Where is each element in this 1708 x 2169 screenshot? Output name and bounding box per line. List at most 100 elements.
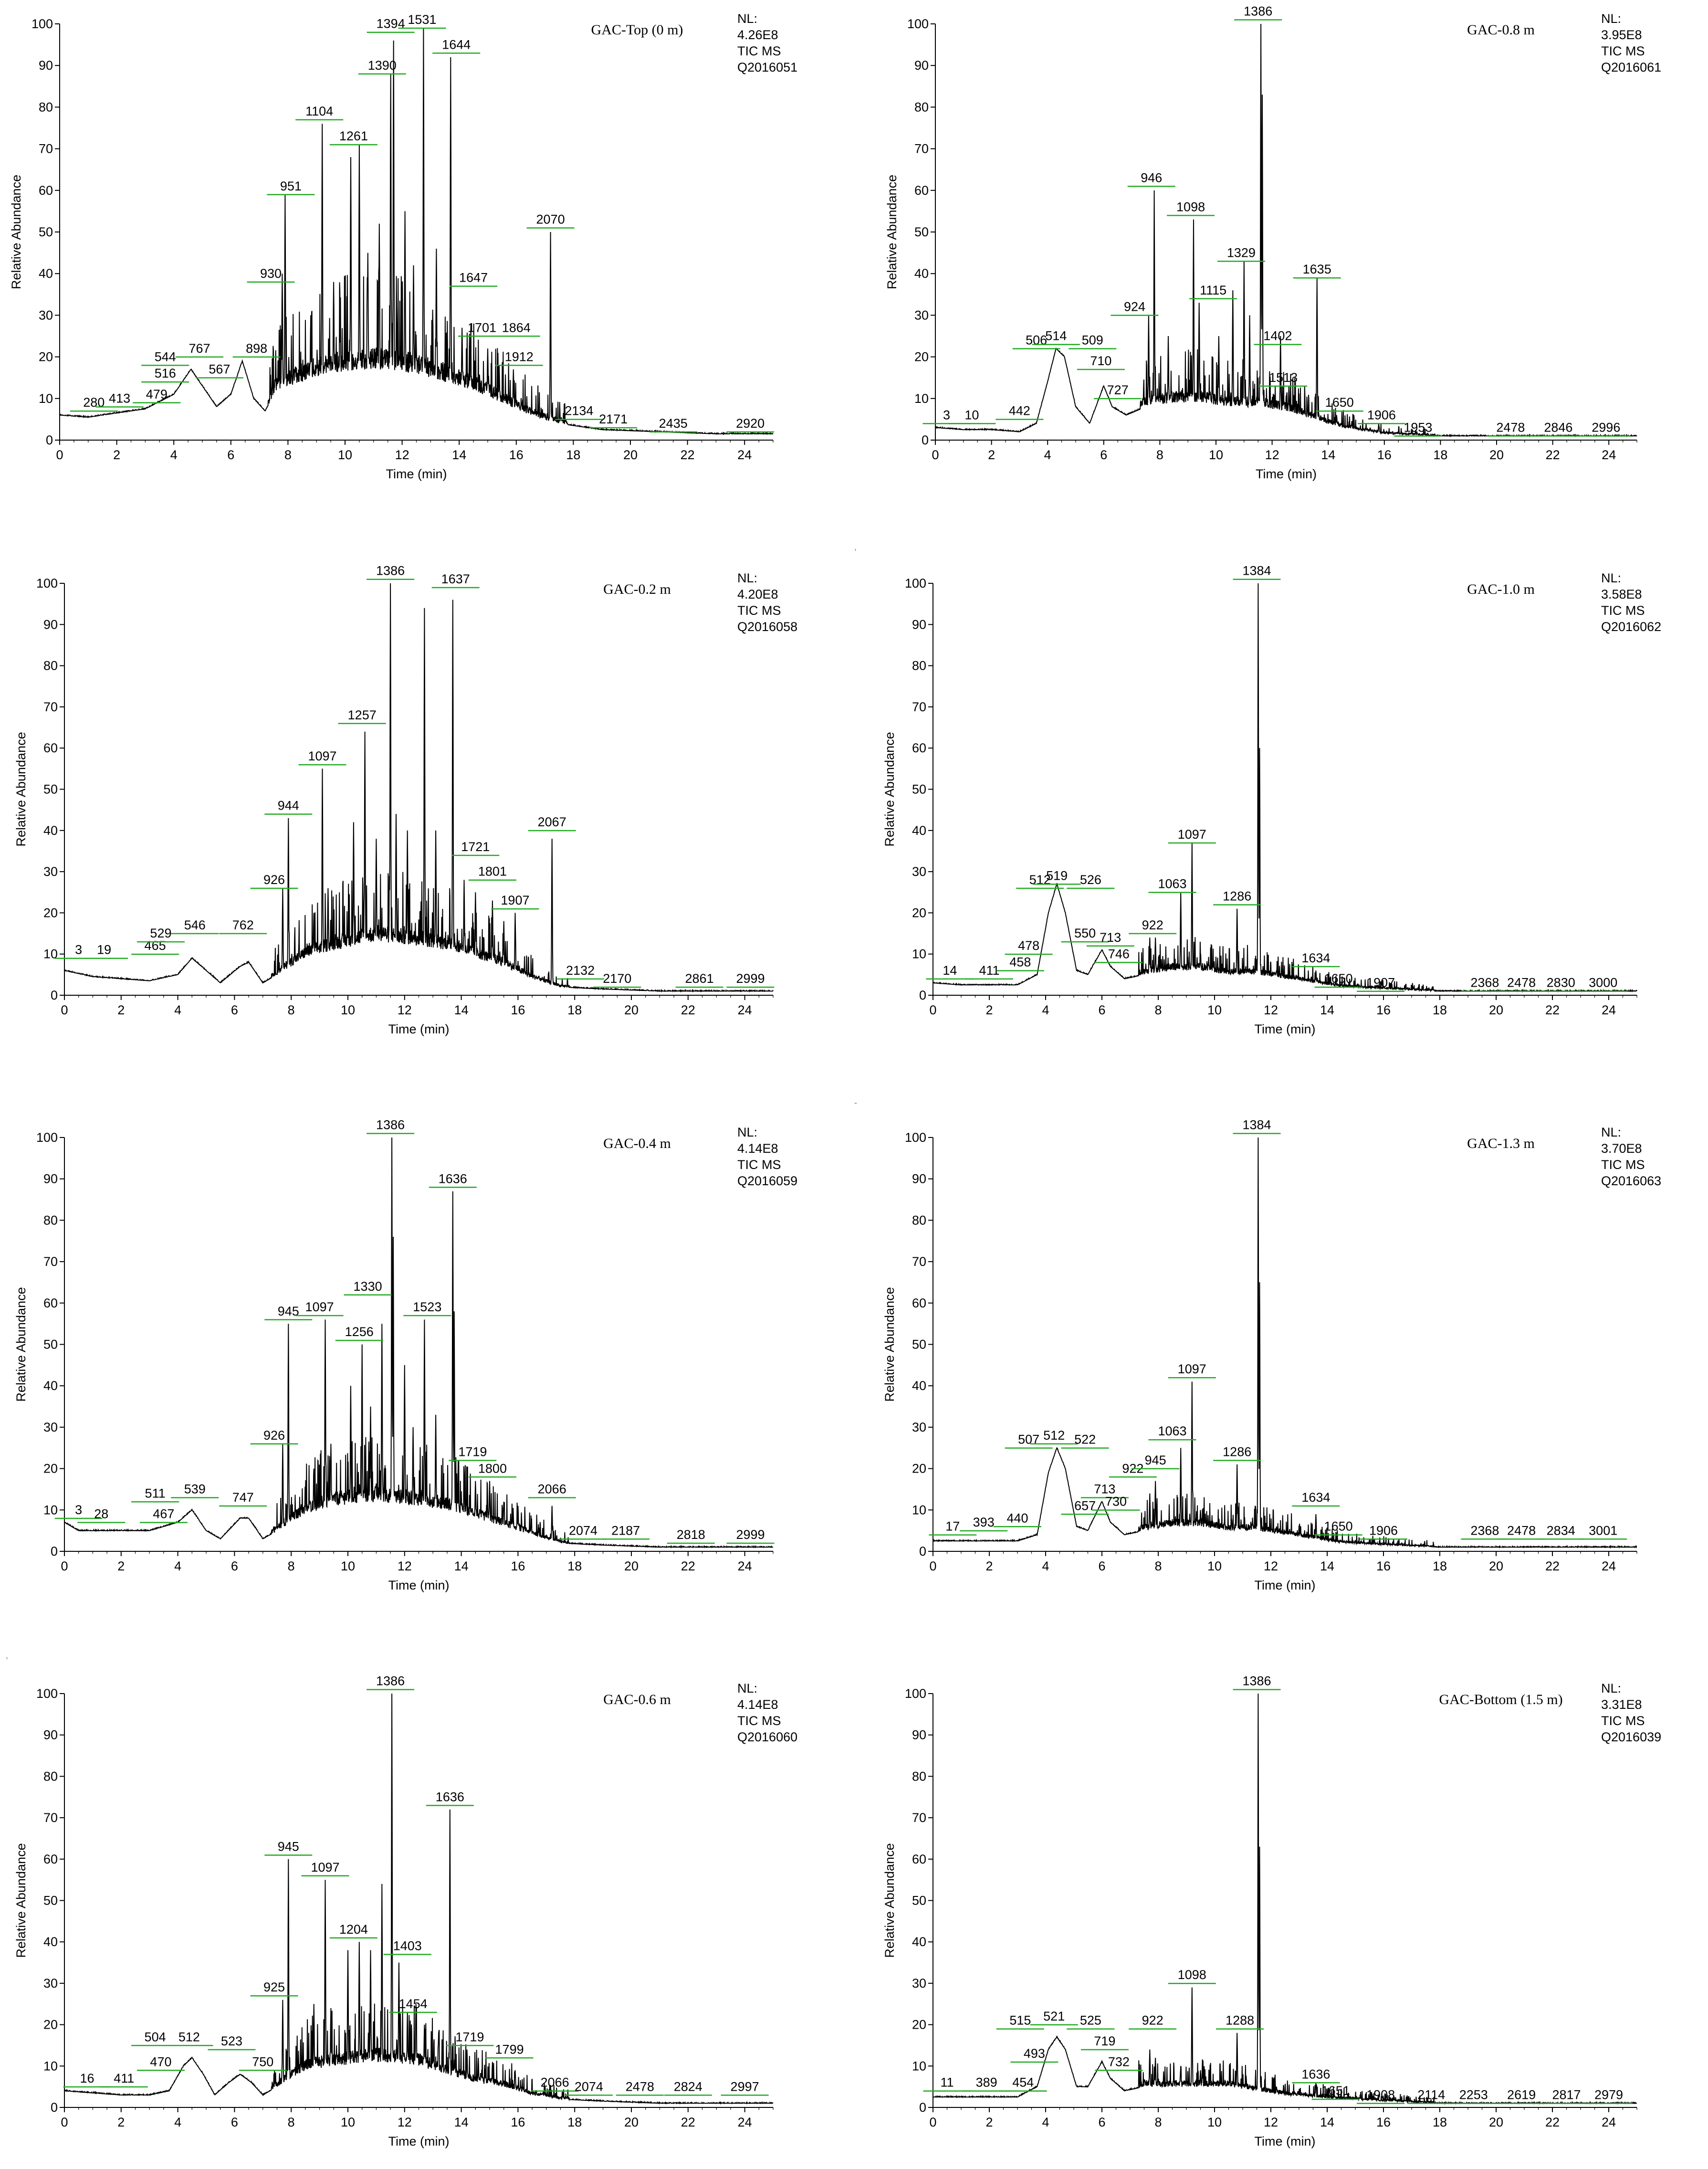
y-tick-label: 80	[912, 659, 926, 673]
x-tick-label: 20	[623, 448, 638, 462]
y-tick-label: 60	[912, 1296, 926, 1310]
peak-label: 732	[1108, 2054, 1130, 2069]
peak-label: 1386	[1242, 1674, 1271, 1688]
peak-label: 1384	[1242, 1118, 1271, 1132]
peak-label: 1063	[1158, 877, 1186, 891]
peak-label: 442	[1009, 404, 1030, 418]
peak-label: 454	[1012, 2075, 1034, 2090]
x-axis-label: Time (min)	[1256, 467, 1317, 481]
peak-label: 945	[1145, 1453, 1166, 1467]
y-tick-label: 40	[39, 266, 53, 281]
stray-mark-2: -	[854, 1098, 857, 1107]
peak-label: 1908	[1366, 2088, 1395, 2102]
y-tick-label: 80	[43, 659, 58, 673]
peak-label: 924	[1124, 300, 1145, 314]
peak-label: 2478	[626, 2079, 654, 2094]
peak-label: 2074	[575, 2079, 603, 2094]
x-tick-label: 18	[566, 448, 580, 462]
peak-label: 2171	[599, 412, 628, 426]
tic-trace	[933, 1693, 1637, 2105]
x-tick-label: 0	[929, 1559, 936, 1573]
peak-label: 926	[263, 873, 285, 887]
peak-label: 389	[976, 2075, 997, 2090]
peak-label: 2134	[565, 404, 593, 418]
x-tick-label: 20	[1489, 1559, 1503, 1573]
x-tick-label: 0	[61, 1559, 68, 1573]
y-tick-label: 90	[43, 617, 58, 632]
x-tick-label: 6	[231, 1559, 238, 1573]
chart-title: GAC-0.2 m	[603, 581, 671, 597]
y-tick-label: 60	[43, 741, 58, 755]
y-tick-label: 20	[43, 1462, 58, 1476]
x-tick-label: 20	[624, 1559, 639, 1573]
x-tick-label: 16	[511, 1003, 525, 1017]
peak-label: 1261	[339, 129, 368, 143]
info-line: 3.95E8	[1601, 28, 1642, 42]
peak-label: 2253	[1459, 2088, 1488, 2102]
peak-label: 14	[943, 963, 957, 978]
peak-label: 2478	[1496, 421, 1525, 435]
info-line: TIC MS	[737, 1714, 781, 1728]
y-tick-label: 10	[43, 2059, 58, 2073]
x-tick-label: 0	[61, 2115, 68, 2129]
y-tick-label: 70	[43, 1811, 58, 1825]
x-tick-label: 4	[174, 2115, 181, 2129]
peak-label: 2861	[685, 971, 714, 986]
peak-label: 925	[263, 1980, 285, 1994]
peak-label: 1650	[1324, 1519, 1353, 1534]
peak-label: 1097	[1178, 827, 1206, 842]
x-tick-label: 22	[1545, 1003, 1560, 1017]
peak-label: 3000	[1589, 976, 1617, 990]
x-tick-label: 14	[1321, 448, 1335, 462]
y-tick-label: 10	[43, 1503, 58, 1517]
peak-label: 1204	[339, 1922, 368, 1937]
y-tick-label: 30	[39, 308, 53, 322]
x-tick-label: 16	[1376, 2115, 1391, 2129]
peak-label: 1286	[1223, 889, 1251, 904]
peak-label: 945	[278, 1304, 299, 1318]
peak-label: 11	[940, 2075, 954, 2090]
y-tick-label: 100	[905, 1130, 926, 1145]
peak-label: 478	[1018, 938, 1039, 953]
y-tick-label: 20	[912, 906, 926, 920]
peak-label: 550	[1074, 926, 1096, 940]
y-tick-label: 50	[43, 1337, 58, 1352]
x-tick-label: 22	[1545, 1559, 1560, 1573]
x-tick-label: 12	[398, 1559, 412, 1573]
y-tick-label: 60	[912, 741, 926, 755]
peak-label: 710	[1090, 354, 1111, 368]
y-tick-label: 80	[43, 1769, 58, 1783]
y-tick-label: 30	[912, 1976, 926, 1990]
y-tick-label: 10	[914, 391, 929, 406]
peak-label: 512	[178, 2030, 200, 2044]
x-tick-label: 8	[288, 1003, 295, 1017]
tic-trace	[64, 1693, 774, 2105]
peak-label: 944	[278, 799, 299, 813]
peak-label: 767	[189, 341, 210, 356]
peak-label: 523	[221, 2034, 242, 2048]
y-tick-label: 40	[43, 1935, 58, 1949]
x-tick-label: 10	[1207, 1559, 1222, 1573]
x-tick-label: 4	[170, 448, 178, 462]
x-tick-label: 2	[988, 448, 995, 462]
x-tick-label: 18	[567, 1559, 582, 1573]
x-tick-label: 22	[681, 1003, 695, 1017]
peak-label: 1513	[1269, 370, 1298, 385]
peak-label: 1719	[458, 1445, 487, 1459]
x-tick-label: 20	[1489, 1003, 1503, 1017]
peak-label: 1636	[1301, 2067, 1330, 2081]
peak-label: 1864	[502, 320, 531, 335]
y-axis-label: Relative Abundance	[14, 1287, 28, 1401]
info-line: Q2016039	[1601, 1730, 1661, 1744]
peak-label: 945	[278, 1839, 299, 1853]
tic-trace	[64, 583, 774, 993]
x-tick-label: 24	[1602, 2115, 1616, 2129]
x-tick-label: 24	[1602, 1559, 1616, 1573]
y-tick-label: 40	[43, 823, 58, 838]
y-tick-label: 30	[914, 308, 929, 322]
y-axis-label: Relative Abundance	[882, 1843, 897, 1958]
x-tick-label: 6	[1098, 1559, 1105, 1573]
y-tick-label: 100	[31, 17, 53, 31]
chart-title: GAC-0.6 m	[603, 1692, 671, 1707]
peak-label: 2999	[736, 1527, 765, 1542]
